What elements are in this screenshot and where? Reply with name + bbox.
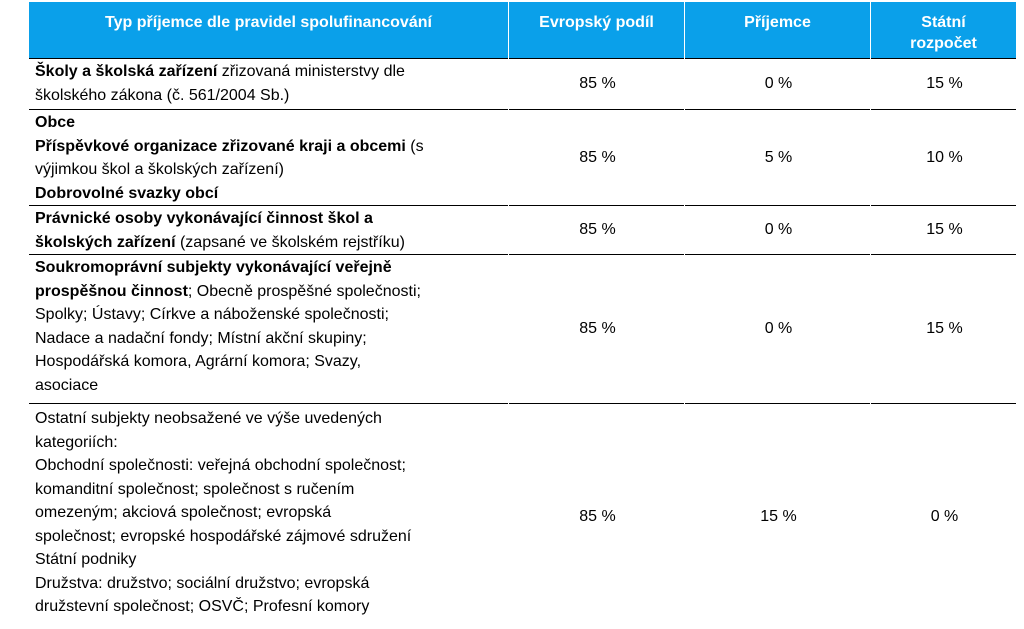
recipient-type-bold-text: Příspěvkové organizace zřizované kraji a…	[35, 137, 406, 155]
recipient-type-text: zřizovaná ministerstvy dle	[217, 63, 405, 80]
eu-share-cell: 85 %	[508, 109, 685, 206]
recipient-type-line: kategoriích:	[35, 431, 504, 455]
recipient-type-cell: Školy a školská zařízení zřizovaná minis…	[28, 58, 509, 110]
recipient-share-cell: 5 %	[684, 109, 871, 206]
header-state-budget-line2: rozpočet	[910, 35, 977, 52]
eu-share-cell: 85 %	[508, 403, 685, 629]
header-state-budget-line1: Státní	[921, 14, 966, 31]
recipient-type-line: výjimkou škol a školských zařízení)	[35, 158, 504, 182]
recipient-type-text: družstevní společnost; OSVČ; Profesní ko…	[35, 598, 370, 615]
recipient-type-bold-text: prospěšnou činnost	[35, 282, 188, 300]
recipient-type-cell: Obce Příspěvkové organizace zřizované kra…	[28, 109, 509, 206]
recipient-type-line: Příspěvkové organizace zřizované kraji a…	[35, 135, 504, 159]
recipient-type-line: Školy a školská zařízení zřizovaná minis…	[35, 60, 504, 84]
recipient-type-bold-text: Soukromoprávní subjekty vykonávající veř…	[35, 259, 392, 276]
state-budget-cell: 15 %	[870, 254, 1017, 404]
recipient-type-line: Soukromoprávní subjekty vykonávající veř…	[35, 256, 504, 280]
recipient-type-text: Spolky; Ústavy; Církve a náboženské spol…	[35, 306, 389, 323]
recipient-type-cell: Ostatní subjekty neobsažené ve výše uved…	[28, 403, 509, 629]
recipient-type-bold-text: školských zařízení	[35, 233, 176, 251]
recipient-type-text: Státní podniky	[35, 551, 137, 568]
recipient-type-bold-text: Dobrovolné svazky obcí	[35, 184, 219, 202]
recipient-type-text: (s	[405, 137, 424, 155]
recipient-type-line: Spolky; Ústavy; Církve a náboženské spol…	[35, 303, 504, 327]
eu-share-cell: 85 %	[508, 58, 685, 110]
recipient-type-text: Ostatní subjekty neobsažené ve výše uved…	[35, 410, 382, 427]
table-row: Soukromoprávní subjekty vykonávající veř…	[28, 254, 1017, 404]
recipient-type-text: Nadace a nadační fondy; Místní akční sku…	[35, 329, 367, 347]
recipient-type-text: Družstva: družstvo; sociální družstvo; e…	[35, 574, 370, 592]
recipient-type-text: školského zákona (č. 561/2004 Sb.)	[35, 86, 290, 104]
recipient-type-text: kategoriích:	[35, 433, 118, 451]
co-financing-table: Typ příjemce dle pravidel spolufinancová…	[28, 2, 1017, 629]
recipient-type-bold-text: Školy a školská zařízení	[35, 63, 218, 80]
table-row: Školy a školská zařízení zřizovaná minis…	[28, 58, 1017, 110]
recipient-type-text: společnost; evropské hospodářské zájmové…	[35, 527, 412, 545]
state-budget-cell: 0 %	[870, 403, 1017, 629]
recipient-type-line: družstevní společnost; OSVČ; Profesní ko…	[35, 595, 504, 619]
recipient-type-line: školských zařízení (zapsané ve školském …	[35, 231, 504, 255]
recipient-type-line: školského zákona (č. 561/2004 Sb.)	[35, 84, 504, 108]
state-budget-cell: 15 %	[870, 58, 1017, 110]
header-state-budget: Státní rozpočet	[870, 2, 1017, 59]
eu-share-cell: 85 %	[508, 254, 685, 404]
recipient-type-line: Obce	[35, 111, 504, 135]
recipient-share-cell: 15 %	[684, 403, 871, 629]
recipient-type-bold-text: Obce	[35, 114, 76, 131]
recipient-type-text: Hospodářská komora, Agrární komora; Svaz…	[35, 353, 362, 370]
recipient-type-line: společnost; evropské hospodářské zájmové…	[35, 525, 504, 549]
recipient-type-line: komanditní společnost; společnost s ruče…	[35, 478, 504, 502]
recipient-share-cell: 0 %	[684, 58, 871, 110]
state-budget-cell: 10 %	[870, 109, 1017, 206]
header-recipient-share: Příjemce	[684, 2, 871, 59]
recipient-share-cell: 0 %	[684, 254, 871, 404]
recipient-type-text: výjimkou škol a školských zařízení)	[35, 161, 284, 178]
recipient-type-cell: Soukromoprávní subjekty vykonávající veř…	[28, 254, 509, 404]
recipient-type-line: Dobrovolné svazky obcí	[35, 182, 504, 206]
recipient-type-cell: Právnické osoby vykonávající činnost ško…	[28, 205, 509, 255]
recipient-type-line: prospěšnou činnost; Obecně prospěšné spo…	[35, 280, 504, 304]
recipient-type-text: Obchodní společnosti: veřejná obchodní s…	[35, 457, 406, 474]
table-row: Právnické osoby vykonávající činnost ško…	[28, 205, 1017, 255]
recipient-type-line: Obchodní společnosti: veřejná obchodní s…	[35, 454, 504, 478]
table-row: Obce Příspěvkové organizace zřizované kra…	[28, 109, 1017, 206]
header-recipient-type: Typ příjemce dle pravidel spolufinancová…	[28, 2, 509, 59]
recipient-share-cell: 0 %	[684, 205, 871, 255]
recipient-type-line: Nadace a nadační fondy; Místní akční sku…	[35, 327, 504, 351]
recipient-type-text: ; Obecně prospěšné společnosti;	[187, 282, 421, 300]
recipient-type-line: Ostatní subjekty neobsažené ve výše uved…	[35, 407, 504, 431]
recipient-type-line: Právnické osoby vykonávající činnost ško…	[35, 207, 504, 231]
recipient-type-bold-text: Právnické osoby vykonávající činnost ško…	[35, 210, 373, 227]
recipient-type-line: Družstva: družstvo; sociální družstvo; e…	[35, 572, 504, 596]
recipient-type-line: omezeným; akciová společnost; evropská	[35, 501, 504, 525]
header-row: Typ příjemce dle pravidel spolufinancová…	[28, 2, 1017, 59]
table-row: Ostatní subjekty neobsažené ve výše uved…	[28, 403, 1017, 629]
recipient-type-text: asociace	[35, 376, 99, 394]
recipient-type-text: omezeným; akciová společnost; evropská	[35, 504, 332, 521]
eu-share-cell: 85 %	[508, 205, 685, 255]
recipient-type-line: Hospodářská komora, Agrární komora; Svaz…	[35, 350, 504, 374]
recipient-type-line: Státní podniky	[35, 548, 504, 572]
header-eu-share: Evropský podíl	[508, 2, 685, 59]
state-budget-cell: 15 %	[870, 205, 1017, 255]
recipient-type-text: komanditní společnost; společnost s ruče…	[35, 480, 355, 498]
recipient-type-text: (zapsané ve školském rejstříku)	[175, 233, 405, 251]
recipient-type-line: asociace	[35, 374, 504, 398]
